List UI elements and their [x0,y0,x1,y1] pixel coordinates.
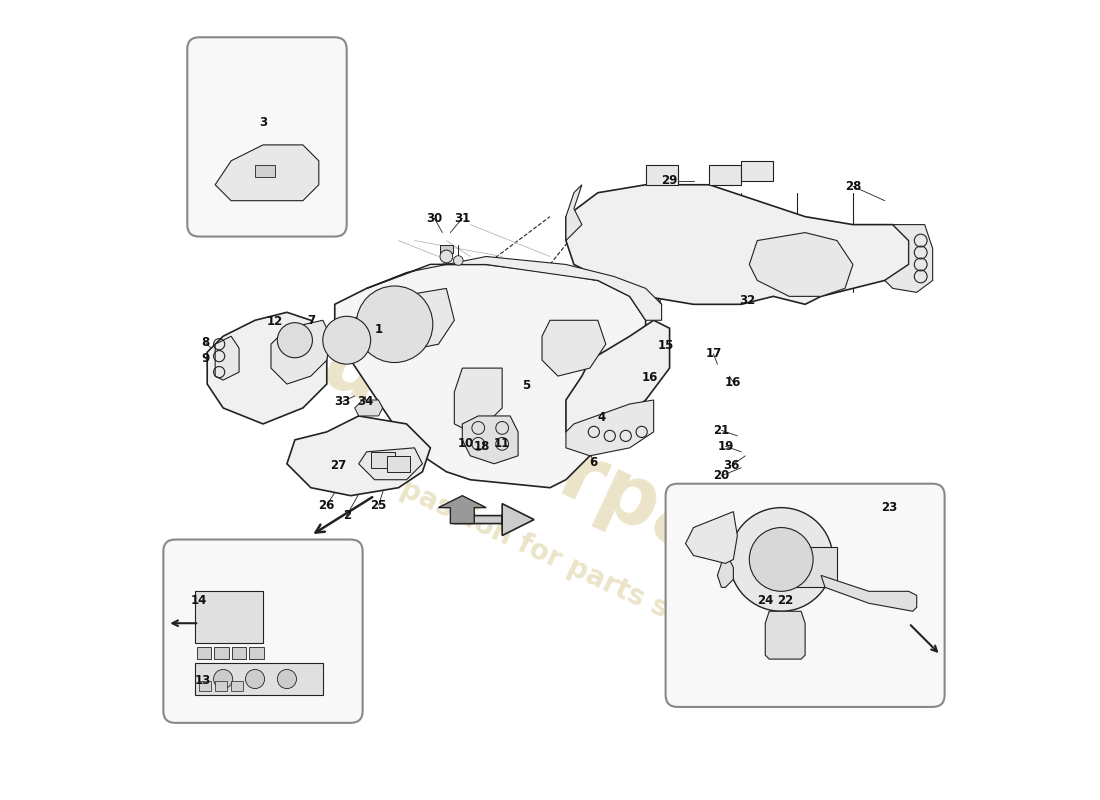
Text: 12: 12 [267,315,283,328]
Polygon shape [351,288,454,352]
Text: 32: 32 [739,294,756,307]
Bar [386,456,410,472]
Bar [199,682,211,691]
Text: 17: 17 [705,347,722,360]
Polygon shape [287,416,430,496]
Circle shape [213,670,233,689]
Text: 25: 25 [371,498,387,512]
Polygon shape [685,512,737,563]
Circle shape [749,527,813,591]
Text: 34: 34 [356,395,373,408]
Polygon shape [821,575,916,611]
Text: a passion for parts since 1985: a passion for parts since 1985 [370,463,810,688]
Polygon shape [216,145,319,201]
Text: 16: 16 [725,376,741,389]
Bar [371,452,395,468]
Text: 24: 24 [757,594,773,607]
Text: 23: 23 [881,501,896,514]
Polygon shape [359,448,422,480]
Polygon shape [207,312,327,424]
Text: 1: 1 [374,323,383,336]
Polygon shape [565,320,670,440]
Polygon shape [749,233,852,296]
Bar [195,591,263,643]
Bar [214,647,229,659]
Text: 18: 18 [474,440,491,453]
Polygon shape [565,400,653,456]
Text: 8: 8 [201,336,210,349]
Polygon shape [354,400,383,416]
Polygon shape [366,257,661,320]
Polygon shape [462,416,518,464]
Text: 21: 21 [713,424,729,437]
Text: 29: 29 [661,174,678,187]
Polygon shape [884,225,933,292]
Text: 3: 3 [258,116,267,129]
Bar [216,682,227,691]
Polygon shape [439,496,486,523]
Bar [710,165,741,185]
Circle shape [729,508,833,611]
FancyBboxPatch shape [163,539,363,723]
Text: 36: 36 [724,459,740,472]
Text: 9: 9 [201,352,210,365]
Circle shape [322,316,371,364]
Bar [231,682,243,691]
Text: 5: 5 [522,379,530,392]
Text: 16: 16 [641,371,658,384]
Text: 31: 31 [454,212,471,225]
Text: 33: 33 [334,395,351,408]
Polygon shape [271,320,331,384]
Polygon shape [216,336,239,380]
Polygon shape [717,551,734,587]
Text: 13: 13 [195,674,211,687]
Polygon shape [766,611,805,659]
Circle shape [440,250,453,263]
Text: 19: 19 [717,440,734,453]
Bar [789,547,837,587]
Text: 14: 14 [191,594,208,607]
Text: 2: 2 [342,509,351,522]
Polygon shape [334,265,646,488]
Text: 11: 11 [494,438,510,450]
Text: eurocarparts: eurocarparts [257,298,843,629]
Circle shape [245,670,265,689]
Bar [250,647,264,659]
Bar [646,165,678,185]
Text: 7: 7 [307,314,315,326]
Bar [232,647,246,659]
Bar [255,165,275,177]
Circle shape [277,670,297,689]
Polygon shape [454,504,535,535]
FancyBboxPatch shape [187,38,346,237]
Text: 4: 4 [597,411,606,424]
Bar [741,161,773,181]
Text: 6: 6 [590,456,598,469]
Polygon shape [565,185,909,304]
Circle shape [453,256,463,266]
Text: 10: 10 [459,438,474,450]
Text: 22: 22 [777,594,793,607]
Bar [440,245,453,253]
Polygon shape [542,320,606,376]
Circle shape [277,322,312,358]
Text: 15: 15 [658,339,674,352]
FancyBboxPatch shape [666,484,945,707]
Polygon shape [565,185,582,241]
Polygon shape [454,368,503,432]
Bar [197,647,211,659]
Text: 20: 20 [713,470,729,482]
Text: 26: 26 [319,498,336,512]
Text: 30: 30 [427,212,442,225]
Circle shape [356,286,432,362]
Text: 28: 28 [845,180,861,193]
Text: 27: 27 [331,459,346,472]
Bar [195,663,322,695]
